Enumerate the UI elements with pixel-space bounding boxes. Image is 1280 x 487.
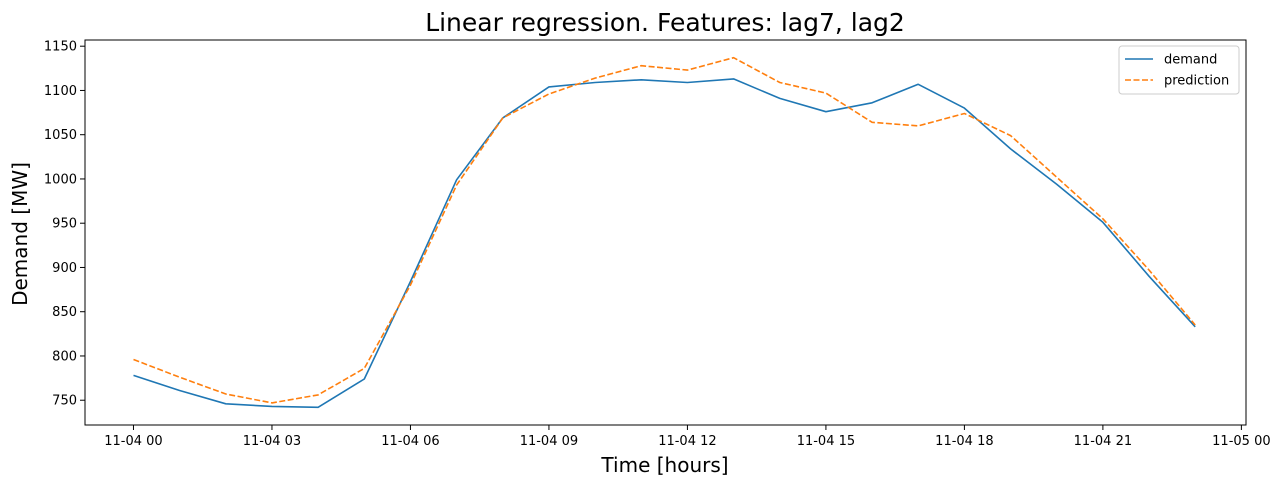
y-tick-label: 1050 xyxy=(44,128,77,143)
y-tick-label: 800 xyxy=(52,349,77,364)
y-tick-label: 950 xyxy=(52,217,77,232)
legend-label-demand: demand xyxy=(1164,53,1217,68)
x-tick-label: 11-04 06 xyxy=(381,434,439,449)
x-axis-label: Time [hours] xyxy=(600,453,728,477)
x-tick-label: 11-04 15 xyxy=(797,434,855,449)
legend-box xyxy=(1118,45,1240,95)
x-tick-label: 11-04 03 xyxy=(243,434,301,449)
plot-series xyxy=(133,56,1196,409)
x-tick-label: 11-04 18 xyxy=(935,434,993,449)
y-tick-label: 1100 xyxy=(44,84,77,99)
y-tick-label: 900 xyxy=(52,261,77,276)
y-tick-label: 1000 xyxy=(44,172,77,187)
series-line-prediction xyxy=(133,56,1196,404)
y-tick-label: 1150 xyxy=(44,40,77,55)
plot-area-frame xyxy=(84,39,1247,426)
chart-title: Linear regression. Features: lag7, lag2 xyxy=(425,8,905,37)
series-line-demand xyxy=(133,78,1196,409)
legend: demand prediction xyxy=(1118,45,1240,95)
x-tick-label: 11-04 21 xyxy=(1074,434,1132,449)
x-tick-label: 11-04 00 xyxy=(104,434,162,449)
legend-label-prediction: prediction xyxy=(1164,74,1229,89)
y-axis-label: Demand [MW] xyxy=(8,162,32,306)
x-tick-label: 11-04 09 xyxy=(520,434,578,449)
axis-ticks: 11-04 00 11-04 03 11-04 06 11-04 09 11-04 12… xyxy=(44,40,1271,449)
x-tick-label: 11-04 12 xyxy=(658,434,716,449)
y-tick-label: 750 xyxy=(52,394,77,409)
y-tick-label: 850 xyxy=(52,305,77,320)
x-tick-label: 11-05 00 xyxy=(1212,434,1270,449)
